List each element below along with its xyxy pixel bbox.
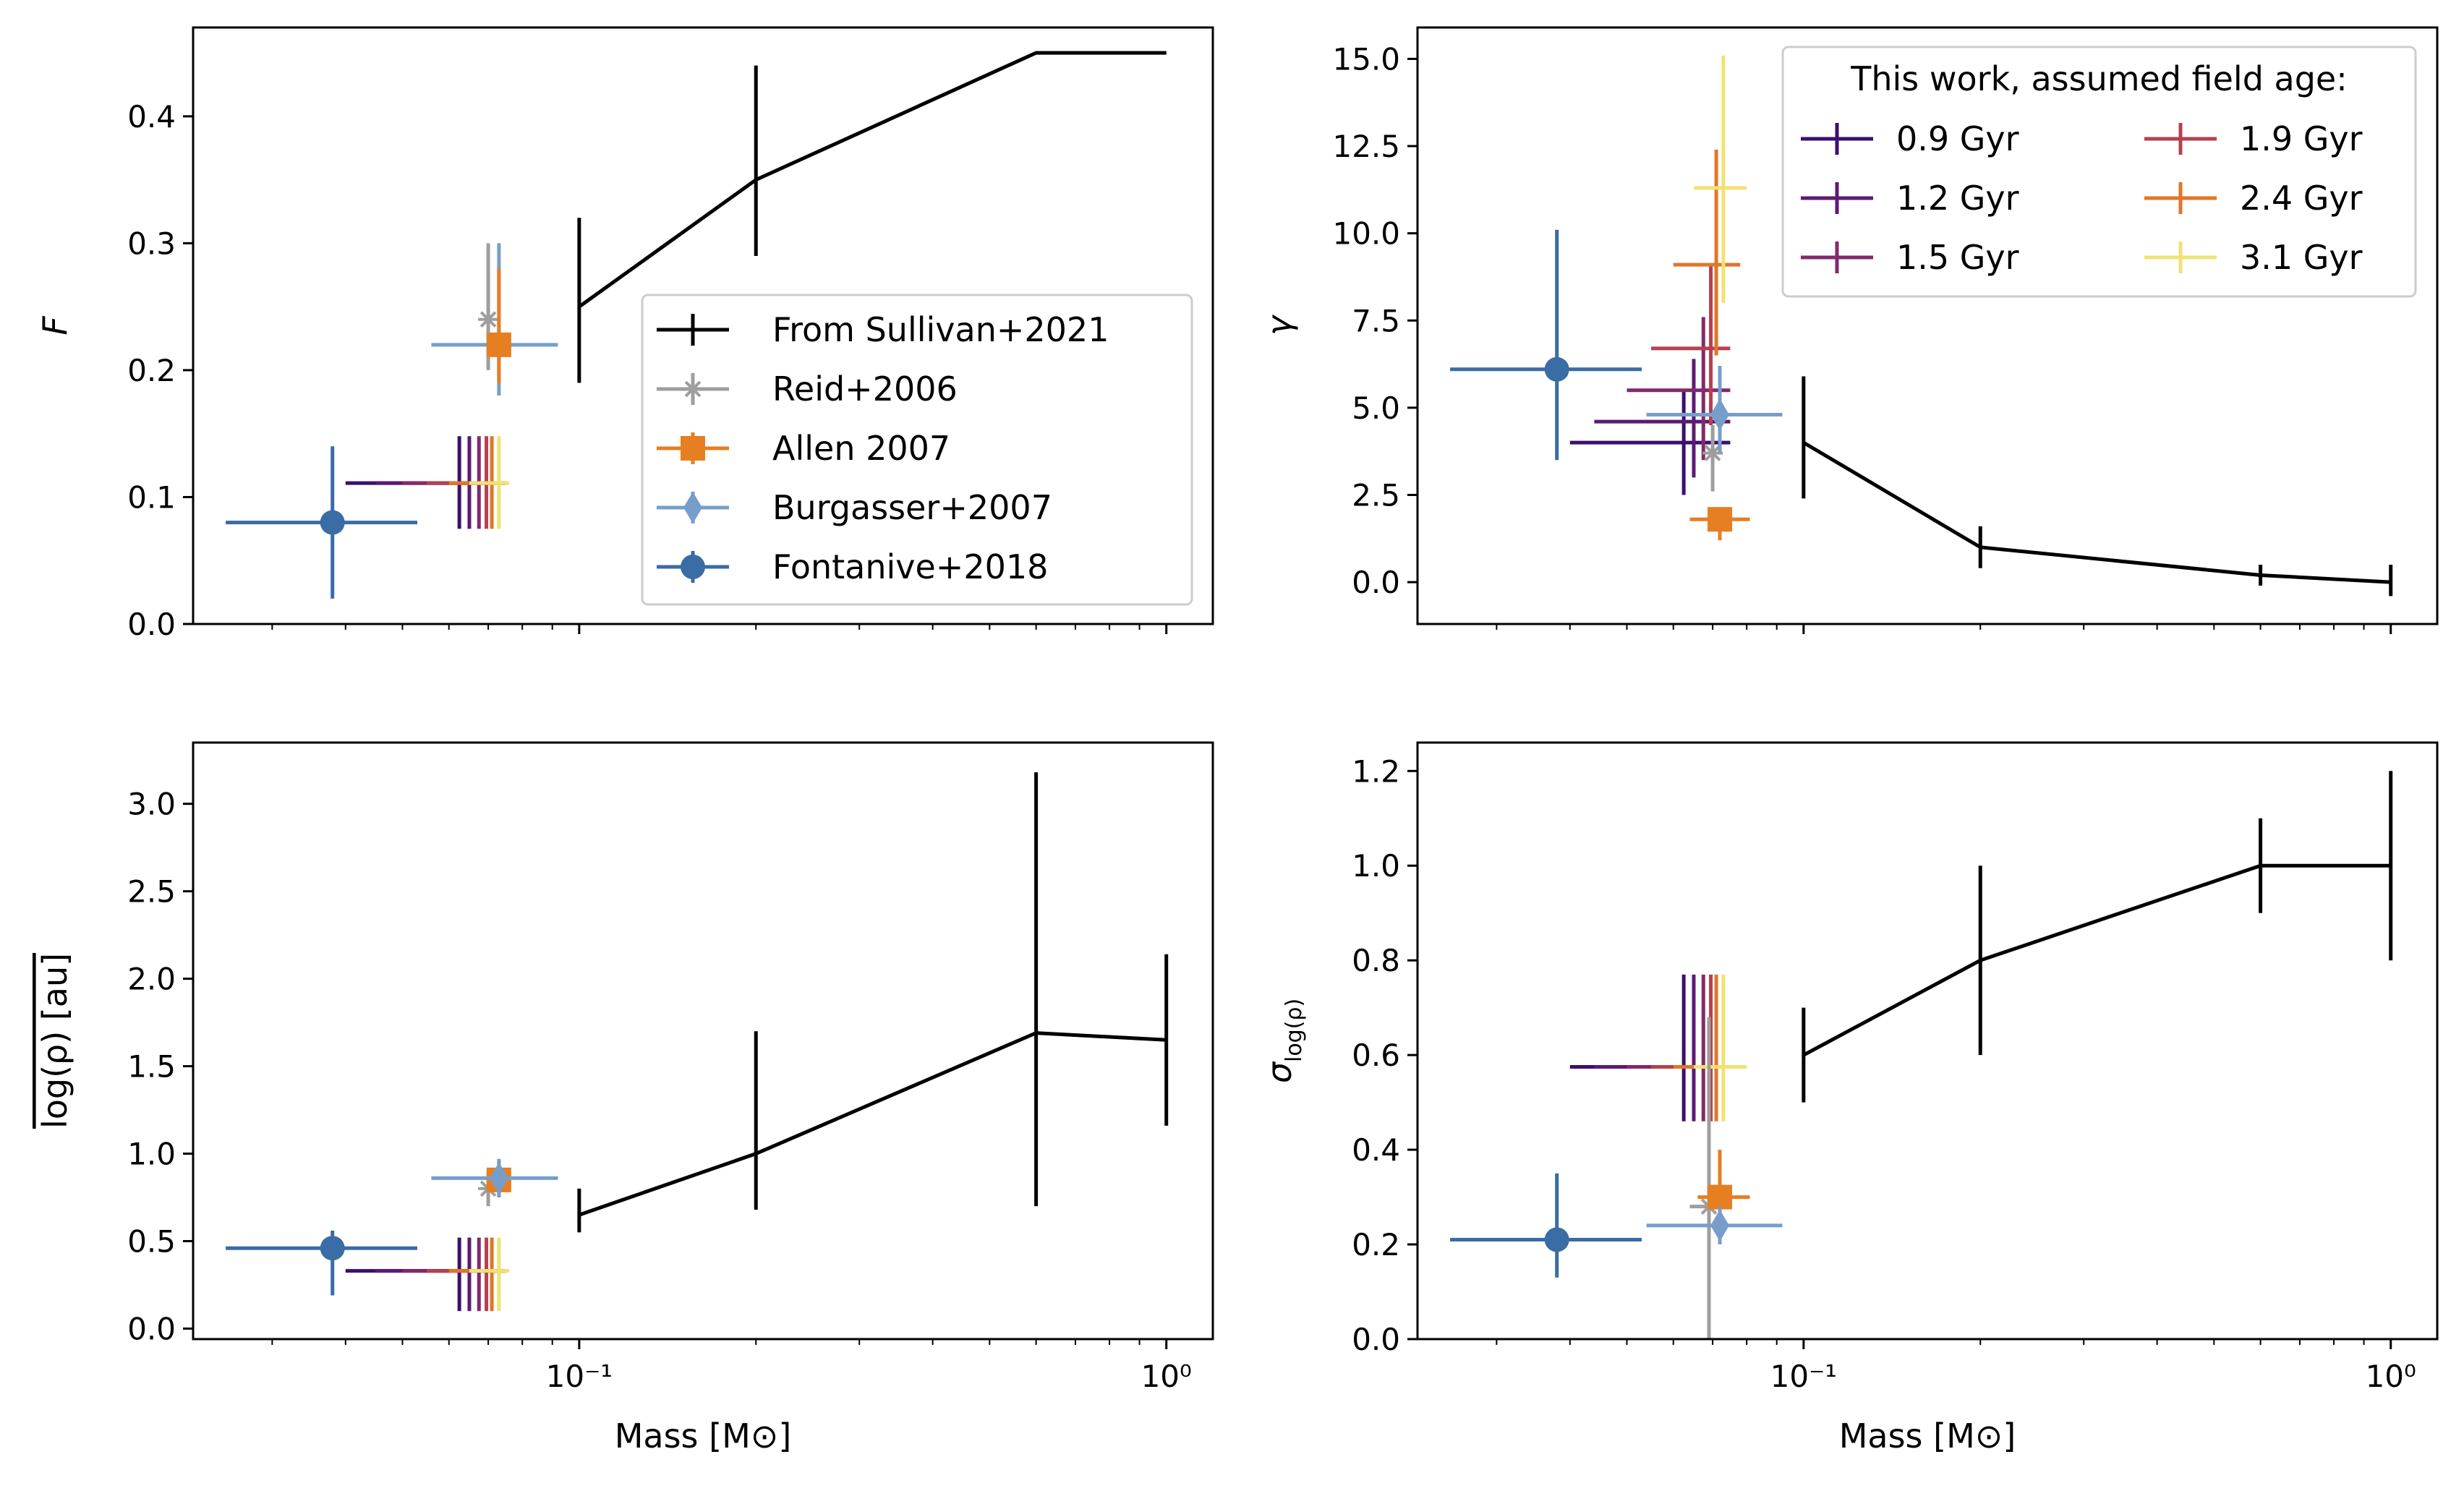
legend-entry-label: Reid+2006 bbox=[772, 369, 958, 409]
x-tick-label: 10⁰ bbox=[2366, 1359, 2416, 1394]
y-tick-label: 2.0 bbox=[127, 962, 176, 997]
sullivan-line bbox=[579, 1031, 1167, 1217]
y-tick-label: 5.0 bbox=[1352, 390, 1400, 426]
y-tick-label: 1.5 bbox=[127, 1049, 176, 1085]
y-tick-label: 1.0 bbox=[1352, 848, 1400, 884]
sullivan-line bbox=[578, 51, 1167, 309]
allen-point-square bbox=[1708, 507, 1733, 532]
y-tick-label: 15.0 bbox=[1332, 41, 1400, 77]
y-tick-label: 0.0 bbox=[127, 1311, 176, 1346]
legend-entry-label: Burgasser+2007 bbox=[772, 488, 1052, 527]
fontanive-point-circle bbox=[1544, 1227, 1569, 1252]
y-tick-label: 0.5 bbox=[127, 1224, 176, 1260]
legend-box bbox=[641, 294, 1193, 606]
legend-swatch-marker-square bbox=[681, 436, 705, 461]
legend-entry-label: Allen 2007 bbox=[772, 429, 950, 468]
plot-data bbox=[1450, 55, 2393, 597]
plot-data bbox=[1450, 771, 2393, 1339]
y-tick-label: 0.2 bbox=[127, 353, 176, 388]
y-axis-label: F bbox=[35, 316, 74, 335]
x-axis-label: Mass [M⊙] bbox=[615, 1416, 792, 1456]
y-tick-label: 0.0 bbox=[1352, 1322, 1400, 1357]
y-tick-label: 0.1 bbox=[127, 479, 176, 515]
y-axis-label: log(ρ) [au] bbox=[35, 953, 74, 1129]
legend-entry-label: Fontanive+2018 bbox=[772, 547, 1048, 586]
y-tick-label: 1.2 bbox=[1352, 753, 1400, 789]
panel-gamma: 0.0 2.5 5.0 7.5 10.0 12.5 15.0 γ This work, assu… bbox=[1260, 26, 2439, 634]
x-axis-label: Mass [M⊙] bbox=[1839, 1416, 2016, 1456]
panel-mean-log-rho: 10⁻¹ 10⁰ 0.0 0.5 1.0 1.5 2.0 2.5 3.0 log(ρ) [au] M… bbox=[35, 741, 1214, 1456]
legend-entry-label: 2.4 Gyr bbox=[2240, 179, 2363, 218]
allen-point-square bbox=[486, 332, 511, 357]
plot-data bbox=[226, 51, 1167, 599]
y-tick-label: 0.2 bbox=[1352, 1227, 1400, 1262]
legend-entry-label: 1.9 Gyr bbox=[2240, 119, 2363, 158]
y-tick-label: 2.5 bbox=[127, 874, 176, 910]
sullivan-line bbox=[1802, 440, 2391, 584]
reid-point-star bbox=[1704, 445, 1721, 461]
y-axis-label-main: σ bbox=[1260, 1061, 1299, 1083]
y-tick-label: 12.5 bbox=[1332, 129, 1400, 164]
legend-entry-label: 3.1 Gyr bbox=[2240, 238, 2363, 277]
legend-entry-label: 1.2 Gyr bbox=[1896, 179, 2019, 218]
burgasser-point-diamond bbox=[1710, 398, 1730, 431]
fontanive-point-circle bbox=[320, 510, 345, 535]
axes-frame bbox=[1416, 26, 2439, 625]
burgasser-point-diamond bbox=[489, 1162, 508, 1194]
plot-data bbox=[226, 772, 1169, 1312]
y-axis-label: σlog(ρ) bbox=[1260, 999, 1307, 1083]
legend-box bbox=[1781, 46, 2417, 298]
fontanive-point-circle bbox=[1544, 356, 1569, 382]
y-tick-label: 2.5 bbox=[1352, 477, 1400, 513]
y-tick-label: 0.6 bbox=[1352, 1038, 1400, 1073]
axes-frame bbox=[1416, 741, 2439, 1341]
x-tick-label: 10⁻¹ bbox=[1770, 1359, 1837, 1394]
panel-F: 0.0 0.1 0.2 0.3 0.4 F From Sullivan+2021 Reid+2… bbox=[35, 26, 1214, 642]
x-tick-label: 10⁻¹ bbox=[546, 1359, 613, 1394]
y-tick-label: 0.8 bbox=[1352, 943, 1400, 978]
y-tick-label: 1.0 bbox=[127, 1137, 176, 1172]
y-tick-label: 7.5 bbox=[1352, 303, 1400, 338]
legend-entry-label: 1.5 Gyr bbox=[1896, 238, 2019, 277]
axes-frame bbox=[192, 741, 1214, 1341]
legend-swatch-marker-circle bbox=[681, 555, 705, 579]
legend-entry-label: 0.9 Gyr bbox=[1896, 119, 2019, 158]
y-tick-label: 0.4 bbox=[127, 99, 176, 134]
y-tick-label: 0.0 bbox=[127, 607, 176, 642]
x-tick-label: 10⁰ bbox=[1141, 1359, 1192, 1394]
panel-sigma-log-rho: 10⁻¹ 10⁰ 0.0 0.2 0.4 0.6 0.8 1.0 1.2 σlog(ρ) Mass … bbox=[1260, 741, 2439, 1456]
allen-point-square bbox=[1708, 1184, 1733, 1210]
reid-point-star bbox=[479, 311, 497, 328]
y-axis-label: γ bbox=[1260, 314, 1299, 335]
y-tick-label: 3.0 bbox=[127, 787, 176, 822]
y-tick-label: 10.0 bbox=[1332, 216, 1400, 252]
sullivan-line bbox=[1802, 863, 2391, 1057]
y-tick-label: 0.0 bbox=[1352, 565, 1400, 600]
y-axis-label-sub: log(ρ) bbox=[1282, 999, 1307, 1062]
legend-entry-label: From Sullivan+2021 bbox=[772, 310, 1109, 349]
burgasser-point-diamond bbox=[1710, 1209, 1730, 1241]
legend-swatch-marker-star bbox=[684, 380, 702, 398]
legend-title: This work, assumed field age: bbox=[1850, 59, 2347, 98]
y-tick-label: 0.3 bbox=[127, 226, 176, 261]
legend-swatch-marker-diamond bbox=[683, 492, 702, 523]
axes-frame bbox=[192, 26, 1214, 625]
fontanive-point-circle bbox=[320, 1236, 345, 1261]
y-tick-label: 0.4 bbox=[1352, 1132, 1400, 1168]
